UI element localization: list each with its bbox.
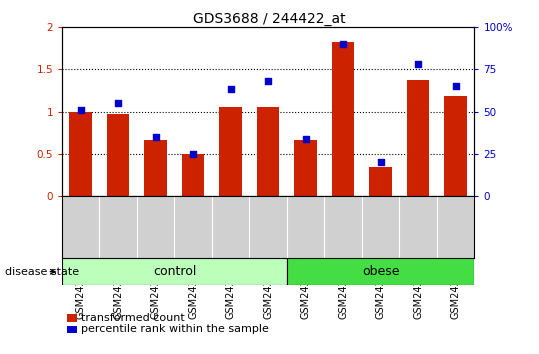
Point (414, 61, 423, 67)
Bar (67, 326, 77, 333)
Bar (219, 107, 242, 196)
Bar (287, 258, 474, 285)
Bar (294, 139, 317, 196)
Text: control: control (153, 265, 196, 278)
Text: disease state: disease state (5, 267, 80, 277)
Bar (107, 114, 129, 196)
Point (301, 136, 310, 142)
Point (151, 134, 160, 140)
Point (451, 83, 460, 89)
Bar (257, 107, 279, 196)
Bar (144, 139, 167, 196)
Bar (62, 258, 287, 285)
Bar (444, 96, 467, 196)
Point (376, 160, 385, 165)
Bar (332, 42, 354, 196)
Bar (70, 112, 92, 196)
Bar (182, 154, 204, 196)
Point (226, 87, 235, 92)
Text: transformed count: transformed count (81, 313, 184, 323)
Bar (369, 167, 392, 196)
Point (264, 78, 273, 84)
Text: percentile rank within the sample: percentile rank within the sample (81, 324, 269, 334)
Bar (67, 314, 77, 322)
Point (114, 100, 122, 106)
Text: obese: obese (362, 265, 399, 278)
Bar (407, 80, 430, 196)
Point (189, 151, 197, 157)
Text: GDS3688 / 244422_at: GDS3688 / 244422_at (193, 12, 346, 27)
Point (339, 41, 348, 46)
Point (77, 107, 85, 113)
